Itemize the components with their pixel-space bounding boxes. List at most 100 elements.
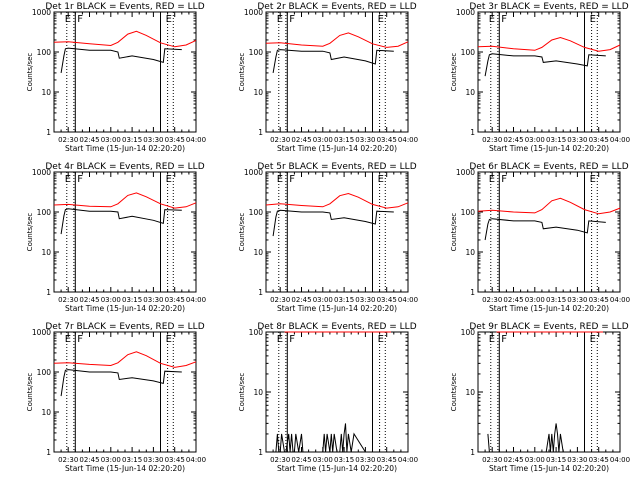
x-tick-label: 03:45 [589,296,609,304]
marker-label: E [65,334,71,345]
marker-label: E [590,334,596,345]
y-axis-label: Counts/sec [450,213,458,252]
x-tick-label: 03:00 [313,136,333,144]
x-tick-label: 02:45 [79,296,99,304]
x-tick-label: 04:00 [186,136,206,144]
y-tick-label: 1000 [32,8,51,17]
x-tick-label: 02:30 [270,136,290,144]
x-axis-label: Start Time (15-Jun-14 02:20:20) [489,144,609,153]
x-tick-label: 03:15 [546,296,566,304]
marker-label: E [590,174,596,185]
x-tick-label: 03:15 [122,136,142,144]
x-axis-label: Start Time (15-Jun-14 02:20:20) [489,464,609,473]
x-tick-label: 03:45 [377,456,397,464]
x-tick-label: 04:00 [398,456,418,464]
x-tick-label: 02:30 [482,296,502,304]
x-tick-label: 03:30 [143,456,163,464]
x-tick-label: 03:15 [122,456,142,464]
panel-det-1: Det 1r BLACK = Events, RED = LLD 1 10 100 10… [26,2,206,153]
x-tick-label: 03:00 [313,456,333,464]
panel-det-2: Det 2r BLACK = Events, RED = LLD 1 10 100 10… [238,2,418,153]
marker-label: E [489,174,495,185]
y-tick-label: 1 [258,128,263,137]
panel-title: Det 1r BLACK = Events, RED = LLD [45,2,204,12]
y-tick-label: 100 [37,48,52,57]
x-axis-label: Start Time (15-Jun-14 02:20:20) [277,144,397,153]
x-tick-label: 02:45 [291,456,311,464]
x-tick-label: 03:15 [122,296,142,304]
lld-series-line [53,192,197,209]
x-tick-label: 03:30 [567,296,587,304]
x-tick-label: 03:00 [101,296,121,304]
x-tick-label: 02:30 [482,456,502,464]
x-tick-label: 02:45 [79,136,99,144]
y-axis-label: Counts/sec [238,213,246,252]
y-tick-label: 1000 [244,8,263,17]
y-tick-label: 100 [37,208,52,217]
x-tick-label: 03:30 [355,296,375,304]
x-tick-label: 02:45 [291,136,311,144]
marker-label: F [77,174,83,185]
x-tick-label: 02:30 [58,136,78,144]
panel-title: Det 9r BLACK = Events, RED = LLD [469,322,628,332]
x-tick-label: 04:00 [186,296,206,304]
x-axis-label: Start Time (15-Jun-14 02:20:20) [277,464,397,473]
panel-title: Det 4r BLACK = Events, RED = LLD [45,162,204,172]
y-tick-label: 100 [461,328,476,337]
y-tick-label: 100 [249,328,264,337]
marker-label: F [289,174,295,185]
y-tick-label: 1 [46,288,51,297]
marker-label: E [166,174,172,185]
events-series-line [484,218,606,241]
y-axis-label: Counts/sec [26,213,34,252]
y-axis-label: Counts/sec [26,373,34,412]
x-axis-label: Start Time (15-Jun-14 02:20:20) [489,304,609,313]
panel-title: Det 8r BLACK = Events, RED = LLD [257,322,416,332]
y-tick-label: 10 [41,88,51,97]
events-series-line [272,49,394,73]
x-tick-label: 03:00 [525,136,545,144]
lld-series-line [477,197,621,215]
x-tick-label: 03:15 [334,136,354,144]
x-tick-label: 02:45 [503,296,523,304]
x-tick-label: 02:30 [270,456,290,464]
y-tick-label: 100 [37,368,52,377]
y-axis-label: Counts/sec [450,373,458,412]
events-series-line [484,53,606,77]
x-tick-label: 03:00 [101,456,121,464]
y-tick-label: 1 [258,448,263,457]
x-tick-label: 02:30 [482,136,502,144]
x-axis-label: Start Time (15-Jun-14 02:20:20) [65,464,185,473]
marker-label: E [277,174,283,185]
panel-det-9: Det 9r BLACK = Events, RED = LLD 1 10 100 02… [450,322,630,473]
y-axis-label: Counts/sec [238,53,246,92]
panel-title: Det 6r BLACK = Events, RED = LLD [469,162,628,172]
y-tick-label: 10 [465,388,475,397]
x-tick-label: 03:15 [334,456,354,464]
x-tick-label: 03:45 [165,296,185,304]
x-tick-label: 02:30 [58,456,78,464]
lld-series-line [53,30,197,48]
y-tick-label: 1 [470,288,475,297]
x-tick-label: 02:45 [291,296,311,304]
panel-det-3: Det 3r BLACK = Events, RED = LLD 1 10 100 10… [450,2,630,153]
marker-label: F [289,14,295,25]
y-tick-label: 1 [470,128,475,137]
x-tick-label: 04:00 [398,136,418,144]
marker-label: E [65,174,71,185]
x-tick-label: 03:00 [525,296,545,304]
x-tick-label: 02:30 [58,296,78,304]
y-tick-label: 10 [465,88,475,97]
x-tick-label: 03:30 [567,136,587,144]
y-tick-label: 1000 [456,8,475,17]
lld-series-line [265,192,409,209]
x-tick-label: 03:45 [377,296,397,304]
x-tick-label: 02:45 [503,136,523,144]
panel-title: Det 7r BLACK = Events, RED = LLD [45,322,204,332]
lld-series-line [477,36,621,52]
y-tick-label: 1000 [32,168,51,177]
marker-label: F [501,334,507,345]
marker-label: F [289,334,295,345]
x-tick-label: 03:30 [143,296,163,304]
x-tick-label: 03:00 [313,296,333,304]
